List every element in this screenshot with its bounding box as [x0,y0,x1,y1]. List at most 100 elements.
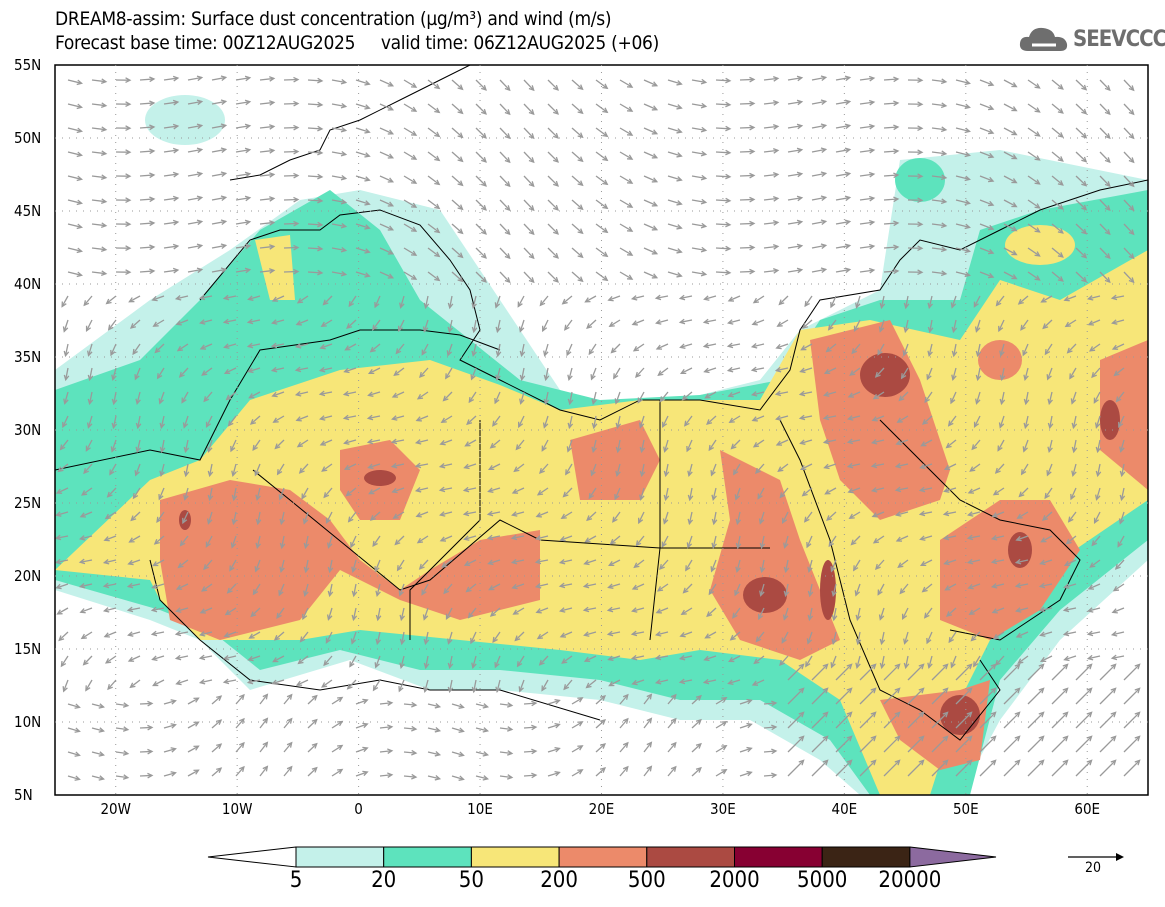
colorbar-level-label: 5000 [797,868,848,893]
wind-arrow [1099,247,1111,260]
wind-arrow [1123,663,1141,681]
wind-arrow [752,439,765,448]
wind-arrow [1088,343,1101,352]
wind-arrow [302,607,309,621]
wind-arrow [91,703,105,709]
wind-arrow [320,319,333,328]
wind-arrow [561,655,573,664]
wind-arrow [331,270,348,277]
wind-arrow [187,697,200,705]
wind-arrow [495,319,502,334]
wind-arrow [859,195,876,202]
wind-arrow [687,463,693,477]
wind-arrow [129,679,141,689]
wind-arrow [687,487,694,502]
wind-arrow [979,247,995,255]
wind-arrow [799,463,813,471]
wind-arrow [372,319,381,331]
wind-arrow [907,269,924,276]
wind-arrow [691,742,702,753]
wind-arrow [211,767,223,777]
wind-arrow [1039,631,1053,637]
wind-arrow [619,151,634,160]
wind-arrow [1099,79,1111,92]
wind-arrow [811,663,829,681]
wind-arrow [492,631,501,644]
wind-arrow [739,124,756,131]
wind-arrow [979,199,995,207]
wind-arrow [822,438,837,445]
wind-arrow [811,123,828,129]
wind-arrow [739,100,756,107]
wind-arrow [927,655,933,669]
wind-arrow [139,124,156,131]
wind-arrow [595,223,609,234]
wind-arrow [468,391,477,404]
wind-arrow [1099,127,1111,140]
lat-label: 30N [14,421,42,439]
wind-arrow [811,687,829,705]
wind-arrow [584,535,597,543]
wind-arrow [1062,606,1077,613]
wind-arrow [487,559,501,566]
wind-arrow [91,78,108,85]
wind-arrow [283,100,300,107]
wind-reference-arrow [1068,853,1124,861]
wind-arrow [1099,687,1117,705]
wind-arrow [728,655,741,663]
wind-arrow [715,77,732,84]
wind-arrow [655,607,669,614]
wind-arrow [128,535,141,543]
wind-arrow [1046,463,1053,477]
wind-arrow [851,343,861,355]
wind-arrow [763,76,780,82]
wind-arrow [307,718,318,729]
wind-arrow [129,319,141,329]
wind-arrow [63,343,70,358]
wind-arrow [1027,79,1041,89]
wind-arrow [619,765,629,777]
wind-arrow [1071,463,1077,477]
wind-arrow [331,198,348,205]
wind-arrow [811,171,828,177]
wind-arrow [1051,247,1064,258]
wind-arrow [560,511,573,520]
wind-arrow [703,295,717,301]
wind-arrow [115,125,132,131]
wind-arrow [355,722,369,729]
wind-arrow [399,295,405,309]
wind-arrow [259,741,269,753]
wind-arrow [811,147,828,153]
wind-arrow [276,607,285,619]
wind-arrow [423,295,430,310]
wind-arrow [879,295,886,310]
wind-arrow [79,607,93,614]
wind-arrow [992,631,1005,640]
wind-arrow [82,655,93,666]
wind-arrow [494,655,501,669]
wind-arrow [859,735,877,753]
colorbar-bin [558,846,648,868]
wind-arrow [355,223,371,230]
wind-arrow [115,774,130,780]
wind-arrow [883,148,900,155]
wind-arrow [681,391,693,401]
wind-arrow [847,391,861,398]
wind-arrow [85,439,93,452]
wind-arrow [283,196,300,203]
wind-arrow [835,687,853,705]
wind-arrow [638,415,645,429]
wind-arrow [659,559,669,571]
wind-arrow [900,367,909,380]
wind-arrow [1051,663,1069,681]
wind-arrow [441,559,453,568]
wind-arrow [708,439,717,452]
wind-arrow [955,79,971,86]
wind-arrow [1027,735,1045,753]
wind-arrow [763,700,778,707]
wind-arrow [1111,343,1125,350]
wind-arrow [735,559,741,573]
wind-arrow [739,698,753,705]
wind-arrow [907,759,925,777]
wind-arrow [102,582,117,589]
